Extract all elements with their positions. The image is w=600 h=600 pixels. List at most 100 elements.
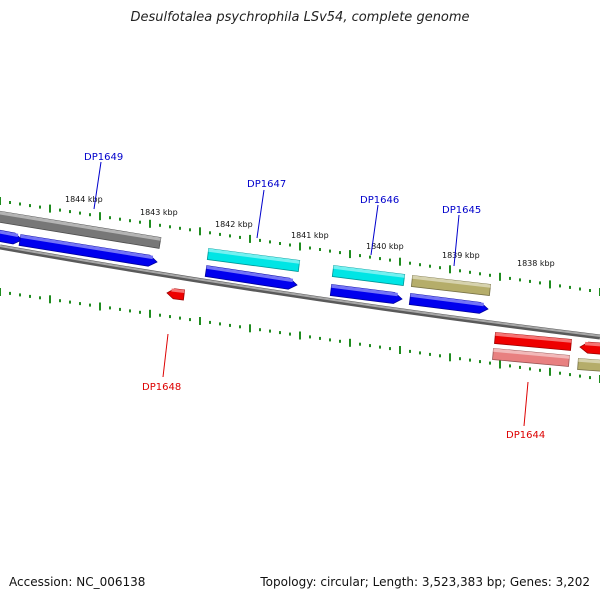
feature-track [0, 210, 600, 372]
upper-tick-mark [549, 280, 551, 289]
lower-tick-mark [559, 371, 561, 375]
lower-tick-mark [499, 360, 501, 369]
gene-block-dp1647[interactable] [206, 248, 301, 272]
gene-arrow-highlight [410, 293, 484, 307]
gene-arrow-dp1647[interactable] [204, 265, 298, 290]
upper-tick-mark [49, 204, 51, 213]
leader-line-dp1648 [162, 333, 169, 378]
upper-tick-mark [119, 217, 121, 221]
lower-tick-mark [139, 310, 141, 314]
upper-tick-mark [209, 231, 211, 235]
gene-arrow-highlight [578, 358, 600, 364]
upper-tick-mark [9, 201, 11, 204]
lower-tick-mark [519, 365, 521, 369]
lower-tick-mark [79, 302, 81, 306]
lower-tick-mark [39, 296, 41, 300]
lower-tick-mark [479, 360, 481, 364]
leader-line-dp1646 [370, 204, 379, 256]
gene-block-dp1644-shadow[interactable] [492, 348, 570, 367]
upper-tick-mark [219, 232, 221, 236]
lower-tick-mark [179, 316, 181, 320]
gene-arrow-highlight [0, 211, 161, 241]
lower-tick-mark [339, 339, 341, 343]
upper-tick-mark [89, 213, 91, 217]
scale-labels: 1844 kbp 1843 kbp 1842 kbp 1841 kbp 1840… [65, 195, 555, 268]
gene-arrow-highlight [412, 275, 491, 288]
gene-arrow-highlight [333, 265, 405, 278]
gene-arrow-blue[interactable] [18, 234, 158, 267]
gene-arrow-highlight [171, 288, 185, 293]
upper-tick-mark [409, 261, 411, 265]
gene-arrow-highlight [206, 265, 294, 283]
lower-tick-mark [319, 336, 321, 340]
lower-tick-mark [29, 294, 31, 298]
upper-tick-mark [169, 225, 171, 229]
upper-tick-mark [379, 257, 381, 261]
tick-marks [0, 197, 600, 383]
upper-tick-mark [149, 219, 151, 228]
lower-tick-mark [9, 291, 11, 295]
gene-arrow-highlight [493, 348, 570, 359]
lower-tick-mark [129, 309, 131, 313]
gene-label-dp1647[interactable]: DP1647 [247, 179, 286, 190]
upper-tick-mark [429, 264, 431, 268]
upper-tick-mark [79, 211, 81, 215]
lower-tick-mark [299, 331, 301, 340]
upper-tick-mark [519, 278, 521, 282]
gene-block-dp1649[interactable] [0, 210, 162, 249]
upper-tick-mark [69, 210, 71, 214]
gene-arrow-highlight [495, 332, 572, 343]
gene-label-dp1649[interactable]: DP1649 [84, 152, 123, 163]
scale-label: 1838 kbp [517, 259, 555, 268]
gene-label-dp1646[interactable]: DP1646 [360, 195, 399, 206]
lower-tick-mark [429, 352, 431, 356]
gene-arrow-dp1645[interactable] [408, 293, 489, 314]
gene-arrow-dp1646[interactable] [329, 284, 403, 304]
lower-tick-mark [229, 323, 231, 327]
upper-tick-mark [509, 276, 511, 280]
upper-tick-mark [39, 205, 41, 209]
lower-tick-mark [169, 315, 171, 319]
lower-tick-mark [349, 338, 351, 347]
lower-tick-mark [199, 317, 201, 325]
gene-label-dp1645[interactable]: DP1645 [442, 205, 481, 216]
gene-label-dp1644[interactable]: DP1644 [506, 430, 545, 441]
gene-block-dp1644[interactable] [494, 332, 572, 351]
upper-tick-mark [349, 250, 351, 259]
upper-tick-mark [329, 249, 331, 253]
lower-tick-mark [119, 307, 121, 311]
lower-tick-mark [589, 376, 591, 380]
lower-tick-mark [409, 349, 411, 353]
genome-backbone-highlight [0, 245, 600, 337]
gene-block-dp1646[interactable] [331, 265, 406, 286]
upper-tick-mark [559, 284, 561, 288]
lower-tick-mark [509, 364, 511, 368]
leader-line-dp1645 [453, 214, 460, 267]
accession-text: Accession: NC_006138 [9, 575, 146, 589]
gene-block-dp1645-region[interactable] [410, 275, 492, 296]
lower-tick-mark [469, 358, 471, 362]
lower-tick-mark [449, 353, 451, 362]
gene-arrow-blue[interactable] [0, 229, 23, 245]
leader-line-dp1647 [256, 189, 265, 239]
gene-block-khaki[interactable] [577, 358, 600, 372]
upper-tick-mark [539, 281, 541, 285]
gene-arrow-highlight [208, 248, 300, 264]
upper-tick-mark [29, 204, 31, 208]
upper-tick-mark [439, 266, 441, 270]
lower-tick-mark [99, 302, 101, 311]
gene-arrow-red[interactable] [579, 341, 600, 355]
upper-tick-mark [589, 289, 591, 292]
gene-label-dp1648[interactable]: DP1648 [142, 382, 181, 393]
upper-tick-mark [299, 242, 301, 251]
gene-arrow-highlight [20, 234, 154, 260]
lower-tick-mark [59, 299, 61, 303]
lower-tick-mark [249, 324, 251, 333]
lower-tick-mark [259, 328, 261, 332]
upper-tick-mark [369, 255, 371, 259]
upper-tick-mark [189, 228, 191, 232]
upper-tick-mark [449, 265, 451, 274]
gene-arrow-dp1648[interactable] [166, 288, 186, 301]
leader-line-dp1649 [93, 161, 102, 210]
